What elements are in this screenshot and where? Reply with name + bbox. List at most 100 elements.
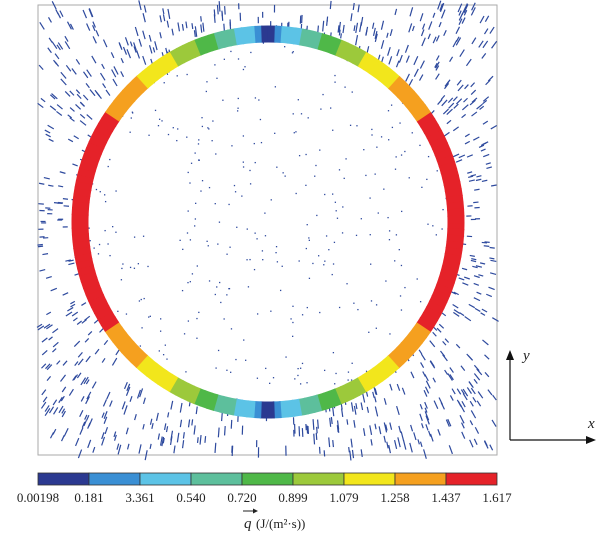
vector [269,383,270,384]
vector [296,193,297,194]
vector [201,117,202,118]
vector [226,370,227,371]
vector [104,230,105,231]
vector [437,170,438,171]
vector [330,107,331,108]
vector [298,99,299,100]
vector [148,135,149,136]
vector [371,300,372,301]
vector [401,211,402,212]
vector [391,104,392,105]
vector [235,359,236,360]
vector [121,279,122,280]
vector [332,274,333,275]
vector [238,58,239,59]
vector [231,145,232,146]
vector [159,350,160,351]
vector [292,322,293,323]
vector [371,134,372,135]
vector [207,127,208,128]
colorbar-label: 0.720 [227,490,256,505]
vector [341,33,342,38]
vector [115,190,116,191]
vector [299,155,300,156]
vector [188,320,189,321]
vector [273,377,274,378]
vector [401,154,402,155]
vector [334,82,335,83]
vector [276,246,277,247]
vector [138,263,139,264]
vector [375,173,376,174]
vector [244,66,245,67]
vector [385,280,386,281]
vector [186,74,187,75]
vector [334,75,335,76]
vector [109,159,110,160]
vector [332,130,333,131]
vector [190,239,191,240]
plot-frame [38,5,497,455]
vector [219,222,220,223]
vector [309,240,310,241]
vector [198,312,199,313]
vector [226,294,227,295]
vector [330,1,331,9]
vector [176,140,177,141]
vector [177,128,178,129]
vector [285,356,286,357]
colorbar-label: 1.617 [482,490,512,505]
vector [139,300,140,301]
vector [314,434,315,445]
vector [189,182,190,183]
vector [195,203,196,204]
vector [122,263,123,264]
vector [224,24,225,31]
vector [421,187,422,188]
vector [217,243,218,244]
vector [121,268,122,269]
vector [383,189,384,190]
vector [173,127,174,128]
vector [199,160,200,161]
vector [441,228,442,229]
vector [399,249,400,250]
vector [376,304,377,305]
vector [378,212,379,213]
vector [147,266,148,267]
vector [323,264,324,265]
colorbar-segment [242,473,293,485]
vector [301,113,302,114]
vector [299,260,300,261]
vector [293,51,294,52]
vector [277,261,278,262]
colorbar-label: 0.00198 [17,490,59,505]
colorbar-segment [89,473,140,485]
vector [319,149,320,150]
colorbar-segment [140,473,191,485]
vector [187,282,188,283]
vector [195,152,196,153]
vector [255,97,256,98]
vector [417,278,418,279]
colorbar-label: 1.079 [329,490,358,505]
vector [280,290,281,291]
vector [238,98,239,99]
vector [328,249,329,250]
vector [369,197,370,198]
vector [404,151,405,152]
vector [190,281,191,282]
vector [388,110,389,111]
vector [490,247,495,248]
vector [324,370,325,371]
vector [376,147,377,148]
vector [185,371,186,372]
vector [237,108,238,109]
vector [293,113,294,114]
vector [100,191,101,192]
vector [232,446,233,456]
vector [318,420,319,429]
vector [117,311,118,312]
vector [370,234,371,235]
vector [109,255,110,256]
